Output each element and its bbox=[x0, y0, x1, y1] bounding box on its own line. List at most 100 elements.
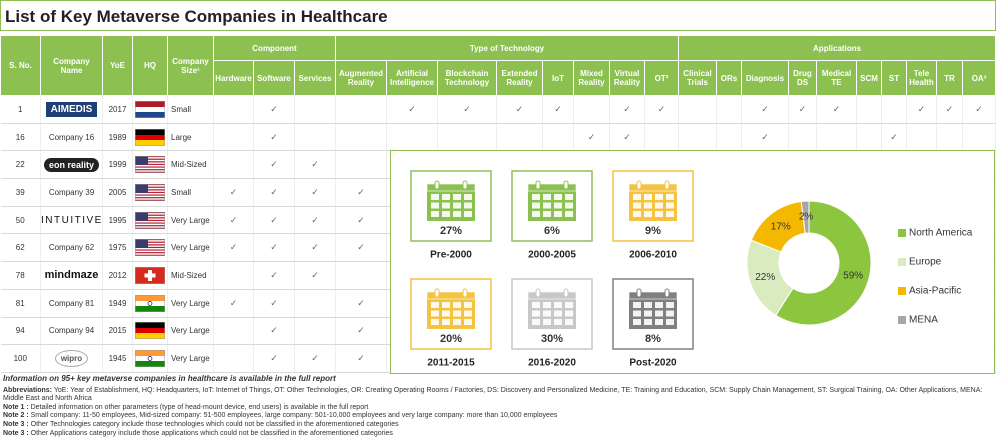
company-size: Mid-Sized bbox=[167, 150, 214, 180]
flag bbox=[134, 321, 166, 340]
calendar-ring bbox=[535, 288, 541, 298]
check-cell bbox=[213, 95, 254, 124]
flag-part bbox=[135, 189, 165, 191]
flag-part bbox=[135, 333, 165, 340]
flag-part bbox=[135, 106, 165, 112]
check-cell: ✓ bbox=[335, 233, 387, 263]
check-cell: ✓ bbox=[816, 95, 857, 124]
company-logo: INTUITIVE bbox=[41, 214, 103, 226]
check-cell: ✓ bbox=[386, 95, 438, 124]
calendar-ring bbox=[636, 288, 642, 298]
calendar-day bbox=[644, 310, 652, 317]
company-row: 16 Company 16 1989 Large ✓ ✓ ✓ ✓ ✓ bbox=[0, 123, 997, 152]
flag-part bbox=[135, 227, 165, 229]
subcolumn-header: Software bbox=[253, 60, 295, 96]
company-name: eon reality bbox=[40, 150, 103, 180]
footnote-text: Other Applications category include thos… bbox=[30, 429, 393, 437]
check-cell: ✓ bbox=[294, 150, 336, 180]
flag-part bbox=[135, 222, 165, 224]
flag-part bbox=[135, 191, 165, 194]
check-cell bbox=[335, 123, 387, 152]
pie-slice bbox=[800, 200, 810, 234]
company-size: Very Large bbox=[167, 289, 214, 318]
column-header: S. No. bbox=[0, 35, 41, 96]
calendar-day bbox=[543, 202, 551, 209]
year-label: 2011-2015 bbox=[427, 358, 475, 369]
footnote: Note 1 : Detailed information on other p… bbox=[3, 404, 997, 413]
page-title: List of Key Metaverse Companies in Healt… bbox=[0, 0, 996, 31]
year-established: 2015 bbox=[102, 317, 133, 346]
company-size: Very Large bbox=[167, 344, 214, 373]
calendar-day bbox=[655, 302, 663, 308]
headquarters bbox=[132, 150, 168, 180]
calendar-day bbox=[442, 194, 450, 200]
year-label: Post-2020 bbox=[629, 358, 677, 369]
year-established: 2012 bbox=[102, 261, 133, 290]
slice-label: 59% bbox=[843, 270, 863, 281]
calendar-header bbox=[628, 183, 678, 192]
legend-label: MENA bbox=[909, 315, 938, 326]
flag-part bbox=[135, 211, 165, 213]
check-cell bbox=[335, 261, 387, 290]
calendar-day bbox=[442, 310, 450, 317]
headquarters bbox=[132, 178, 168, 207]
serial-number: 22 bbox=[0, 150, 41, 180]
flag bbox=[134, 266, 166, 285]
flag-part bbox=[135, 194, 165, 196]
group-header: Component bbox=[213, 35, 336, 61]
check-cell: ✓ bbox=[335, 317, 387, 346]
header-row: Hardware Software Services Augmented Realit… bbox=[1, 60, 997, 96]
year-share: 8% bbox=[645, 333, 661, 345]
flag-part bbox=[135, 350, 165, 357]
company-name: mindmaze bbox=[40, 261, 103, 290]
calendar-day bbox=[532, 194, 540, 200]
calendar-day bbox=[633, 310, 641, 317]
flag-part bbox=[135, 157, 165, 159]
year-share: 27% bbox=[440, 225, 462, 237]
check-cell bbox=[294, 289, 336, 318]
check-cell bbox=[213, 261, 254, 290]
calendar-ring bbox=[563, 180, 569, 190]
calendar-day bbox=[532, 202, 540, 209]
calendar-day bbox=[633, 302, 641, 308]
check-cell: ✓ bbox=[962, 95, 997, 124]
flag-part bbox=[135, 186, 165, 188]
serial-number: 81 bbox=[0, 289, 41, 318]
flag-part bbox=[135, 185, 165, 187]
check-cell: ✓ bbox=[437, 95, 497, 124]
check-cell: ✓ bbox=[294, 261, 336, 290]
calendar-day bbox=[554, 310, 562, 317]
flag-part bbox=[135, 248, 165, 250]
year-established: 1999 bbox=[102, 150, 133, 180]
calendar-day bbox=[644, 211, 652, 217]
check-cell: ✓ bbox=[253, 206, 295, 235]
subcolumn-header: Diagnosis bbox=[741, 60, 789, 96]
calendar-day bbox=[453, 319, 461, 325]
calendar-day bbox=[554, 194, 562, 200]
flag-part bbox=[135, 239, 148, 249]
check-cell bbox=[213, 150, 254, 180]
subcolumn-header: Blockchain Technology bbox=[437, 60, 497, 96]
company-size: Large bbox=[167, 123, 214, 152]
flag bbox=[134, 128, 166, 147]
flag-part bbox=[135, 158, 165, 161]
calendar-day bbox=[655, 202, 663, 209]
check-cell: ✓ bbox=[609, 123, 645, 152]
calendar-ring bbox=[664, 180, 670, 190]
calendar-day bbox=[666, 302, 674, 308]
calendar-day bbox=[532, 211, 540, 217]
subcolumn-header: Medical TE bbox=[816, 60, 857, 96]
calendar-day bbox=[565, 202, 573, 209]
check-cell: ✓ bbox=[253, 95, 295, 124]
calendar-day bbox=[464, 194, 472, 200]
check-cell bbox=[788, 123, 817, 152]
calendar-day bbox=[431, 319, 439, 325]
flag-part bbox=[135, 198, 165, 200]
column-header: Company Size¹ bbox=[167, 35, 214, 96]
subcolumn-header: Hardware bbox=[213, 60, 254, 96]
calendar-day bbox=[633, 202, 641, 209]
check-cell: ✓ bbox=[213, 206, 254, 235]
check-cell: ✓ bbox=[573, 123, 610, 152]
calendar-day bbox=[666, 202, 674, 209]
